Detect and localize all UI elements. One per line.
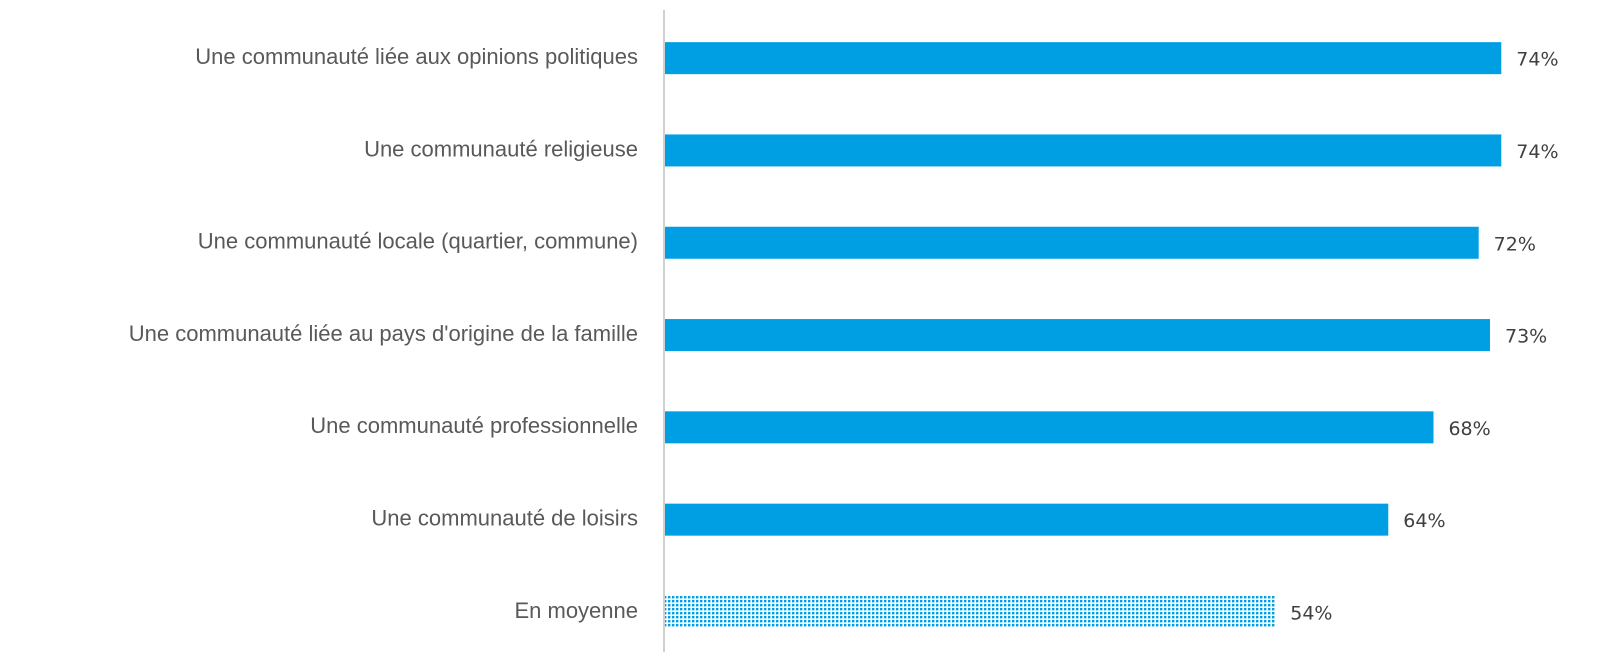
value-label: 64% (1403, 510, 1445, 532)
value-label: 68% (1448, 418, 1490, 440)
bar (665, 226, 1479, 259)
category-label: Une communauté de loisirs (371, 505, 638, 530)
value-label: 74% (1516, 49, 1558, 71)
category-label: Une communauté liée aux opinions politiq… (195, 44, 638, 69)
category-label: Une communauté locale (quartier, commune… (198, 229, 638, 254)
category-label: Une communauté religieuse (364, 136, 638, 161)
value-label: 54% (1290, 602, 1332, 624)
bar (665, 595, 1276, 628)
bar (665, 42, 1502, 75)
bar (665, 134, 1502, 167)
value-label: 72% (1494, 233, 1536, 255)
value-label: 74% (1516, 141, 1558, 163)
category-label: Une communauté liée au pays d'origine de… (129, 321, 638, 346)
bar (665, 319, 1490, 352)
category-label: En moyenne (514, 598, 638, 623)
bar (665, 503, 1389, 536)
value-label: 73% (1505, 326, 1547, 348)
category-label: Une communauté professionnelle (310, 413, 638, 438)
bar (665, 411, 1434, 444)
